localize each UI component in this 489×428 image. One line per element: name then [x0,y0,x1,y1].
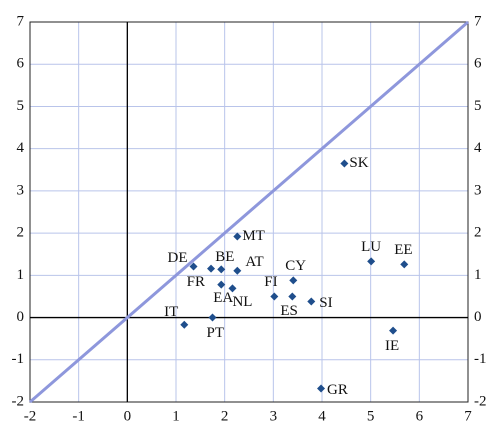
point [288,292,297,301]
point-label: CY [285,258,306,274]
point-label: IE [385,338,399,354]
point-label: AT [245,254,263,270]
point [217,280,226,289]
y-tick-label-right: 7 [474,13,482,29]
y-tick-label: 5 [17,98,25,114]
point-label: EA [213,290,233,306]
x-tick-label: -2 [24,408,37,424]
y-tick-label-right: -1 [474,351,487,367]
point [400,260,409,269]
point [208,313,217,322]
point [180,320,189,329]
point [289,276,298,285]
x-tick-label: 5 [367,408,375,424]
point-label: GR [327,382,348,398]
y-tick-label-right: 4 [474,140,482,156]
y-tick-label-right: 0 [474,309,482,325]
x-tick-label: 2 [221,408,229,424]
point-label: DE [168,250,188,266]
point [217,265,226,274]
point [340,159,349,168]
y-tick-label-right: 3 [474,182,482,198]
point [270,292,279,301]
point-label: BE [215,249,234,265]
point-label: NL [232,294,252,310]
diagonal-line [29,20,469,404]
y-tick-label: 2 [17,225,25,241]
point-label: MT [242,228,265,244]
y-tick-label: -2 [12,393,25,409]
y-tick-label: -1 [12,351,25,367]
y-tick-label-right: -2 [474,393,487,409]
x-tick-label: 0 [124,408,132,424]
point-label: FI [264,274,277,290]
point-label: ES [280,303,298,319]
y-tick-label: 3 [17,182,25,198]
x-tick-label: 7 [464,408,472,424]
point-label: FR [187,274,205,290]
y-tick-label: 1 [17,267,25,283]
y-tick-label-right: 6 [474,56,482,72]
point [189,262,198,271]
y-tick-label: 4 [17,140,25,156]
x-tick-label: -1 [72,408,85,424]
y-tick-label: 0 [17,309,25,325]
x-tick-label: 6 [416,408,424,424]
point [233,232,242,241]
y-tick-label-right: 1 [474,267,482,283]
point-label: IT [164,304,178,320]
point-label: PT [207,325,225,341]
point [317,384,326,393]
point [367,257,376,266]
point [228,284,237,293]
y-tick-label-right: 5 [474,98,482,114]
point [307,297,316,306]
point [389,326,398,335]
y-tick-label-right: 2 [474,225,482,241]
x-tick-label: 4 [318,408,326,424]
point-label: SK [349,155,368,171]
y-tick-label: 7 [17,13,25,29]
plot-frame [29,21,469,403]
point [233,266,242,275]
x-tick-label: 3 [270,408,278,424]
point-label: LU [361,239,381,255]
x-tick-label: 1 [172,408,180,424]
y-tick-label: 6 [17,56,25,72]
point [207,264,216,273]
point-label: EE [394,242,412,258]
point-label: SI [319,295,332,311]
